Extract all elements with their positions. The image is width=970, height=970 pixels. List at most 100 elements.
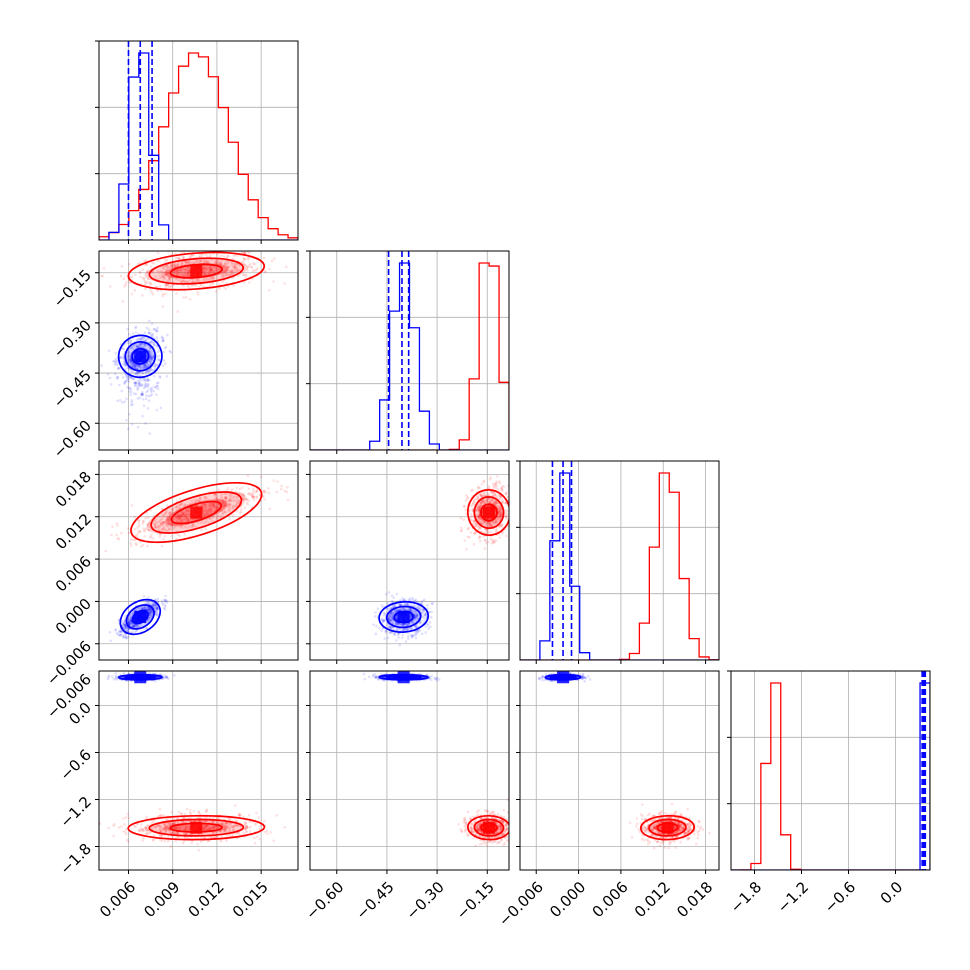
- scatter-point: [485, 499, 489, 503]
- scatter-point: [166, 264, 169, 267]
- scatter-point: [133, 364, 137, 368]
- scatter-point: [221, 499, 224, 503]
- scatter-point: [275, 490, 279, 494]
- density-peak: [190, 506, 203, 519]
- scatter-point: [181, 820, 185, 824]
- scatter-point: [132, 344, 135, 348]
- scatter-point: [227, 500, 231, 503]
- scatter-point: [474, 497, 478, 501]
- scatter-point: [168, 275, 172, 279]
- scatter-point: [499, 512, 502, 515]
- scatter-point: [220, 494, 223, 498]
- scatter-point: [132, 625, 136, 628]
- scatter-point: [137, 522, 141, 525]
- scatter-point: [127, 635, 130, 638]
- scatter-point: [113, 822, 116, 826]
- scatter-point: [210, 516, 214, 519]
- scatter-point: [101, 274, 104, 278]
- scatter-point: [137, 828, 141, 832]
- scatter-point: [136, 822, 139, 826]
- scatter-point: [246, 265, 250, 269]
- scatter-point: [223, 825, 227, 829]
- scatter-point: [512, 526, 515, 529]
- scatter-point: [244, 822, 248, 825]
- scatter-point: [150, 533, 153, 536]
- scatter-point: [163, 839, 167, 843]
- scatter-point: [202, 512, 205, 515]
- scatter-point: [471, 508, 475, 511]
- scatter-point: [201, 253, 204, 257]
- scatter-point: [129, 614, 133, 617]
- scatter-point: [170, 831, 174, 835]
- density-peak: [397, 610, 410, 623]
- scatter-point: [486, 497, 489, 500]
- scatter-point: [478, 509, 481, 513]
- scatter-point: [143, 379, 146, 383]
- scatter-point: [143, 279, 147, 283]
- scatter-point: [113, 372, 117, 376]
- scatter-point: [170, 252, 174, 256]
- scatter-point: [462, 504, 466, 508]
- scatter-point: [494, 519, 498, 523]
- scatter-point: [480, 518, 483, 521]
- scatter-point: [183, 504, 186, 507]
- scatter-point: [386, 602, 389, 605]
- scatter-point: [165, 283, 168, 287]
- scatter-point: [162, 823, 166, 826]
- scatter-point: [479, 493, 483, 497]
- scatter-point: [170, 522, 174, 526]
- scatter-point: [264, 270, 267, 274]
- scatter-point: [487, 531, 491, 534]
- scatter-point: [147, 394, 150, 398]
- scatter-point: [141, 372, 145, 375]
- scatter-point: [175, 271, 179, 274]
- scatter-point: [240, 493, 244, 496]
- scatter-point: [123, 382, 126, 385]
- scatter-point: [223, 503, 227, 507]
- scatter-point: [381, 605, 385, 609]
- scatter-point: [494, 487, 498, 490]
- scatter-point: [171, 275, 174, 279]
- scatter-point: [155, 614, 159, 617]
- scatter-point: [473, 521, 477, 525]
- scatter-point: [228, 270, 231, 274]
- scatter-point: [141, 397, 145, 401]
- scatter-point: [253, 269, 256, 272]
- scatter-point: [143, 363, 147, 366]
- scatter-point: [494, 482, 498, 485]
- scatter-point: [202, 270, 205, 274]
- scatter-point: [138, 530, 142, 533]
- scatter-point: [140, 337, 143, 341]
- scatter-point: [208, 270, 212, 273]
- scatter-point: [176, 256, 180, 260]
- scatter-point: [403, 607, 406, 610]
- panel-background: [99, 41, 298, 240]
- scatter-point: [124, 830, 127, 834]
- scatter-point: [149, 610, 153, 614]
- scatter-point: [403, 597, 407, 601]
- scatter-point: [209, 507, 213, 511]
- scatter-point: [245, 824, 249, 828]
- scatter-point: [122, 357, 125, 361]
- scatter-point: [120, 630, 123, 634]
- scatter-point: [501, 501, 505, 504]
- scatter-point: [129, 370, 133, 373]
- scatter-point: [130, 362, 133, 366]
- scatter-point: [475, 509, 478, 512]
- scatter-point: [224, 821, 228, 825]
- scatter-point: [483, 547, 487, 550]
- scatter-point: [142, 276, 146, 280]
- scatter-point: [168, 277, 171, 281]
- scatter-point: [145, 829, 148, 833]
- scatter-point: [231, 269, 235, 273]
- scatter-point: [140, 393, 144, 396]
- scatter-point: [178, 497, 182, 501]
- scatter-point: [479, 504, 483, 508]
- scatter-point: [216, 259, 220, 263]
- scatter-point: [504, 514, 507, 518]
- scatter-point: [127, 622, 131, 625]
- scatter-point: [420, 632, 424, 636]
- scatter-point: [160, 527, 164, 531]
- scatter-point: [144, 382, 148, 385]
- scatter-point: [156, 607, 159, 610]
